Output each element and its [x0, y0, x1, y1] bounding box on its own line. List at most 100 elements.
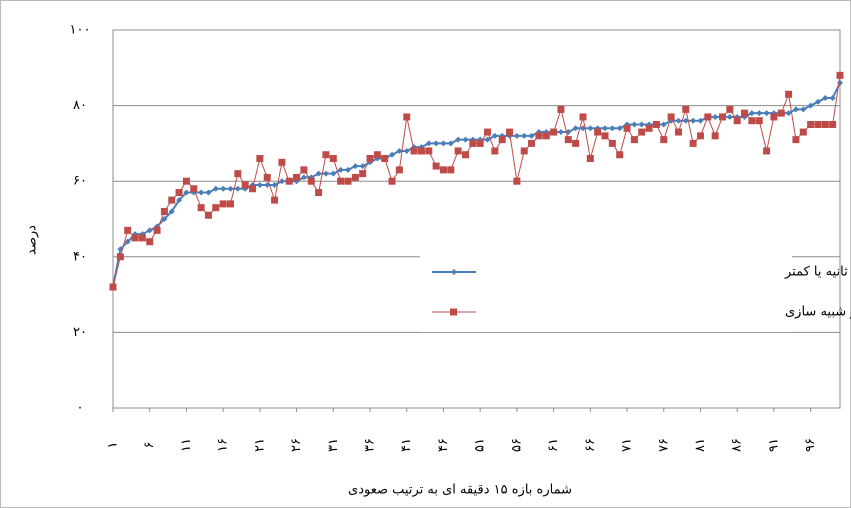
point: [447, 166, 455, 174]
y-tick-label: ۰: [77, 401, 84, 416]
point: [476, 139, 484, 147]
y-tick-label: ۴۰: [73, 249, 87, 264]
point: [807, 102, 814, 109]
point: [352, 163, 359, 170]
point: [674, 128, 682, 136]
point: [300, 166, 308, 174]
point: [315, 189, 323, 197]
point: [329, 155, 337, 163]
point: [389, 151, 396, 158]
point: [550, 128, 558, 136]
point: [425, 147, 433, 155]
point: [256, 155, 264, 163]
point: [278, 158, 286, 166]
point: [726, 113, 733, 120]
x-tick-label: ۴۶: [436, 438, 451, 452]
point: [116, 253, 124, 261]
point: [602, 125, 609, 132]
point: [198, 189, 205, 196]
point: [748, 117, 756, 125]
y-tick-label: ۱۰۰: [70, 23, 91, 38]
x-tick-label: ۲۶: [289, 438, 304, 452]
point: [763, 147, 771, 155]
x-tick-label: ۴۱: [399, 438, 414, 452]
x-tick-label: ۱۱: [179, 438, 194, 452]
legend-box: [420, 254, 792, 332]
point: [822, 95, 829, 102]
point: [513, 177, 521, 185]
point: [322, 170, 329, 177]
point: [506, 128, 514, 136]
point: [660, 136, 668, 144]
point: [454, 147, 462, 155]
point: [557, 129, 564, 136]
point: [131, 234, 139, 242]
point: [836, 71, 844, 79]
point: [601, 132, 609, 140]
point: [623, 124, 631, 132]
point: [433, 140, 440, 147]
y-tick-label: ۲۰: [73, 325, 87, 340]
point: [528, 132, 535, 139]
point: [227, 185, 234, 192]
x-tick-label: ۱۶: [216, 438, 231, 452]
y-tick-label: ۸۰: [73, 98, 87, 113]
point: [278, 178, 285, 185]
point: [373, 151, 381, 159]
point: [344, 166, 351, 173]
point: [535, 132, 543, 140]
point: [293, 173, 301, 181]
point: [682, 117, 689, 124]
legend-marker: [451, 269, 457, 275]
point: [403, 147, 410, 154]
point: [182, 177, 190, 185]
point: [263, 173, 271, 181]
point: [630, 136, 638, 144]
point: [146, 227, 153, 234]
point: [696, 132, 704, 140]
point: [344, 177, 352, 185]
x-tick-label: ۸۱: [693, 438, 708, 452]
point: [756, 110, 763, 117]
point: [337, 166, 344, 173]
point: [807, 121, 815, 128]
point: [682, 105, 690, 113]
point: [513, 132, 520, 139]
point: [249, 185, 257, 193]
x-tick-label: ۱: [106, 442, 121, 449]
point: [484, 128, 492, 136]
x-tick-label: ۳۶: [363, 438, 378, 452]
point: [337, 177, 345, 185]
point: [124, 238, 131, 245]
point: [153, 226, 161, 234]
point: [616, 125, 623, 132]
point: [491, 132, 498, 139]
point: [770, 113, 778, 121]
point: [689, 139, 697, 147]
point: [520, 147, 528, 155]
x-tick-label: ۵۱: [473, 438, 488, 452]
point: [800, 106, 807, 113]
series-line: [112, 75, 841, 288]
point: [557, 105, 565, 113]
point: [315, 170, 322, 177]
point: [300, 174, 307, 181]
x-tick-label: ۶۱: [546, 438, 561, 452]
point: [711, 132, 719, 140]
point: [447, 140, 454, 147]
point: [748, 110, 755, 117]
point: [271, 196, 279, 204]
point: [572, 125, 579, 132]
x-tick-label: ۸۶: [730, 438, 745, 452]
point: [719, 113, 727, 121]
point: [484, 136, 491, 143]
point: [763, 110, 770, 117]
point: [432, 162, 440, 170]
point: [176, 197, 183, 204]
point: [396, 147, 403, 154]
point: [160, 207, 168, 215]
point: [814, 98, 821, 105]
point: [455, 136, 462, 143]
point: [690, 117, 697, 124]
point: [586, 155, 594, 163]
